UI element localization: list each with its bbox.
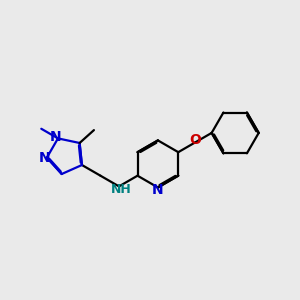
Text: N: N xyxy=(152,183,164,196)
Text: O: O xyxy=(189,134,201,147)
Text: N: N xyxy=(50,130,61,144)
Text: NH: NH xyxy=(111,183,131,196)
Text: N: N xyxy=(39,151,51,165)
